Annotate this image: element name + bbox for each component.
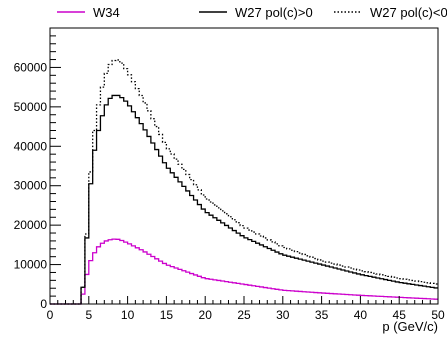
- x-tick-label: 25: [237, 308, 251, 322]
- x-tick-label: 5: [85, 308, 92, 322]
- y-tick-label: 20000: [14, 218, 48, 232]
- x-axis-label: p (GeV/c): [382, 319, 438, 334]
- legend-label-1: W34: [93, 5, 120, 20]
- x-tick-label: 10: [121, 308, 135, 322]
- y-tick-label: 10000: [14, 258, 48, 272]
- series-line-1: [50, 238, 438, 305]
- legend-label-3: W27 pol(c)<0: [370, 5, 447, 20]
- plot-area: 0 5 10 15 20 25 30 35 40 45 50 0 10000 20000 30000 400…: [14, 27, 445, 322]
- x-axis: 0 5 10 15 20 25 30 35 40 45 50: [47, 296, 445, 322]
- x-tick-label: 15: [160, 308, 174, 322]
- series-layer: [50, 59, 438, 305]
- plot-frame: [49, 27, 439, 305]
- y-tick-label: 0: [40, 297, 47, 311]
- series-line-3: [50, 59, 438, 305]
- y-tick-label: 40000: [14, 139, 48, 153]
- y-tick-label: 60000: [14, 60, 48, 74]
- x-tick-label: 35: [315, 308, 329, 322]
- legend: W34 W27 pol(c)>0 W27 pol(c)<0: [57, 5, 447, 20]
- y-axis: 0 10000 20000 30000 40000 50000 60000: [14, 35, 61, 311]
- x-tick-label: 30: [276, 308, 290, 322]
- series-line-2: [50, 94, 438, 305]
- legend-label-2: W27 pol(c)>0: [235, 5, 313, 20]
- x-tick-label: 20: [199, 308, 213, 322]
- y-tick-label: 50000: [14, 100, 48, 114]
- x-tick-label: 40: [354, 308, 368, 322]
- x-tick-label: 45: [393, 308, 407, 322]
- x-tick-label: 50: [431, 308, 445, 322]
- x-tick-label: 0: [47, 308, 54, 322]
- y-tick-label: 30000: [14, 179, 48, 193]
